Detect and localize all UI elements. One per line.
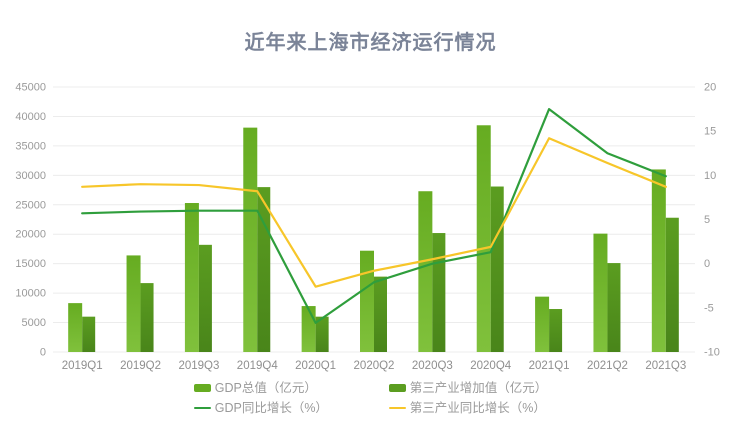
svg-text:10: 10	[704, 170, 716, 182]
svg-text:25000: 25000	[15, 199, 46, 211]
svg-text:-10: -10	[704, 347, 720, 359]
legend-label: 第三产业同比增长（%）	[409, 401, 546, 415]
svg-text:2021Q3: 2021Q3	[645, 360, 686, 372]
tertiary-growth-line-swatch-icon	[388, 406, 406, 410]
svg-text:30000: 30000	[15, 170, 46, 182]
svg-text:5000: 5000	[22, 317, 46, 329]
svg-text:0: 0	[40, 347, 46, 359]
svg-text:2019Q1: 2019Q1	[62, 360, 103, 372]
tertiary-value-bar-swatch-icon	[388, 384, 406, 392]
svg-text:40000: 40000	[15, 111, 46, 123]
svg-text:15: 15	[704, 126, 716, 138]
svg-text:2019Q4: 2019Q4	[237, 360, 279, 372]
svg-text:20000: 20000	[15, 229, 46, 241]
svg-text:35000: 35000	[15, 140, 46, 152]
legend-grid: GDP总值（亿元） 第三产业增加值（亿元） GDP同比增长（%） 第三产业同比增…	[193, 381, 548, 415]
legend-item-tertiary-growth[interactable]: 第三产业同比增长（%）	[388, 401, 548, 415]
legend-item-tertiary-value[interactable]: 第三产业增加值（亿元）	[388, 381, 548, 395]
svg-text:-5: -5	[704, 302, 714, 314]
legend-label: GDP同比增长（%）	[214, 401, 328, 415]
legend-label: GDP总值（亿元）	[214, 381, 317, 395]
svg-text:2020Q1: 2020Q1	[295, 360, 336, 372]
legend-item-gdp-total[interactable]: GDP总值（亿元）	[193, 381, 389, 395]
svg-text:10000: 10000	[15, 288, 46, 300]
svg-text:0: 0	[704, 258, 710, 270]
chart-title: 近年来上海市经济运行情况	[244, 32, 497, 54]
svg-text:2021Q1: 2021Q1	[529, 360, 570, 372]
svg-text:2020Q4: 2020Q4	[470, 360, 512, 372]
legend-item-gdp-growth[interactable]: GDP同比增长（%）	[193, 401, 389, 415]
gdp-growth-line-swatch-icon	[193, 406, 211, 410]
chart-legend: GDP总值（亿元） 第三产业增加值（亿元） GDP同比增长（%） 第三产业同比增…	[0, 381, 741, 415]
svg-text:2020Q3: 2020Q3	[412, 360, 453, 372]
svg-text:15000: 15000	[15, 258, 46, 270]
gdp-total-bar-swatch-icon	[193, 384, 211, 392]
svg-text:5: 5	[704, 214, 710, 226]
svg-text:2019Q2: 2019Q2	[120, 360, 161, 372]
svg-text:45000: 45000	[15, 82, 46, 94]
svg-text:2019Q3: 2019Q3	[178, 360, 219, 372]
svg-text:2020Q2: 2020Q2	[354, 360, 395, 372]
svg-text:2021Q2: 2021Q2	[587, 360, 628, 372]
svg-text:20: 20	[704, 82, 716, 94]
legend-label: 第三产业增加值（亿元）	[409, 381, 548, 395]
